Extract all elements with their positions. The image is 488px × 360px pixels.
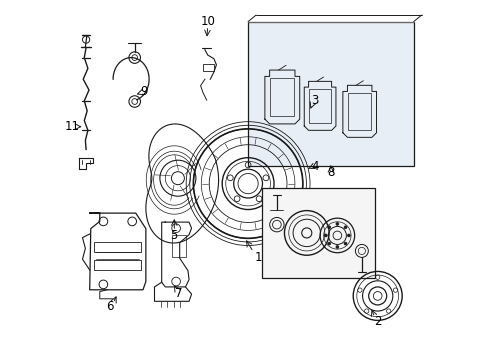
Text: 8: 8 [326, 166, 334, 179]
Text: 2: 2 [373, 315, 381, 328]
Bar [171, 235, 186, 257]
Text: 1: 1 [254, 251, 262, 264]
Text: 5: 5 [170, 229, 178, 242]
Circle shape [324, 234, 326, 237]
Bar [308, 89, 330, 123]
Bar [261, 188, 374, 278]
Circle shape [335, 222, 338, 225]
Bar [247, 22, 413, 166]
Text: 6: 6 [105, 300, 113, 313]
Text: 9: 9 [141, 85, 148, 98]
Circle shape [335, 246, 338, 248]
Text: 3: 3 [310, 94, 318, 107]
Bar [203, 64, 213, 71]
Bar [270, 78, 294, 116]
Circle shape [344, 226, 346, 229]
Text: 4: 4 [310, 160, 318, 173]
Bar [94, 260, 141, 270]
Text: 10: 10 [200, 15, 215, 28]
Circle shape [327, 226, 330, 229]
Circle shape [327, 242, 330, 245]
Text: 7: 7 [175, 287, 183, 300]
Text: 11: 11 [65, 120, 80, 133]
Circle shape [347, 234, 349, 237]
Bar [347, 93, 370, 130]
Circle shape [344, 242, 346, 245]
Bar [94, 242, 141, 252]
